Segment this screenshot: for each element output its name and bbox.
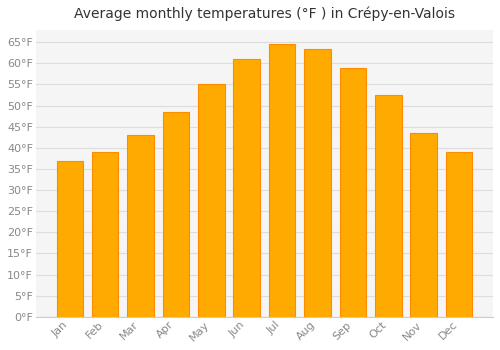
Bar — [269, 44, 295, 317]
Bar — [340, 68, 366, 317]
Bar — [410, 133, 437, 317]
Bar — [375, 95, 402, 317]
Bar — [92, 152, 118, 317]
Title: Average monthly temperatures (°F ) in Crépy-en-Valois: Average monthly temperatures (°F ) in Cr… — [74, 7, 455, 21]
Bar — [128, 135, 154, 317]
Bar — [304, 49, 330, 317]
Bar — [234, 59, 260, 317]
Bar — [446, 152, 472, 317]
Bar — [162, 112, 189, 317]
Bar — [56, 161, 83, 317]
Bar — [198, 84, 224, 317]
